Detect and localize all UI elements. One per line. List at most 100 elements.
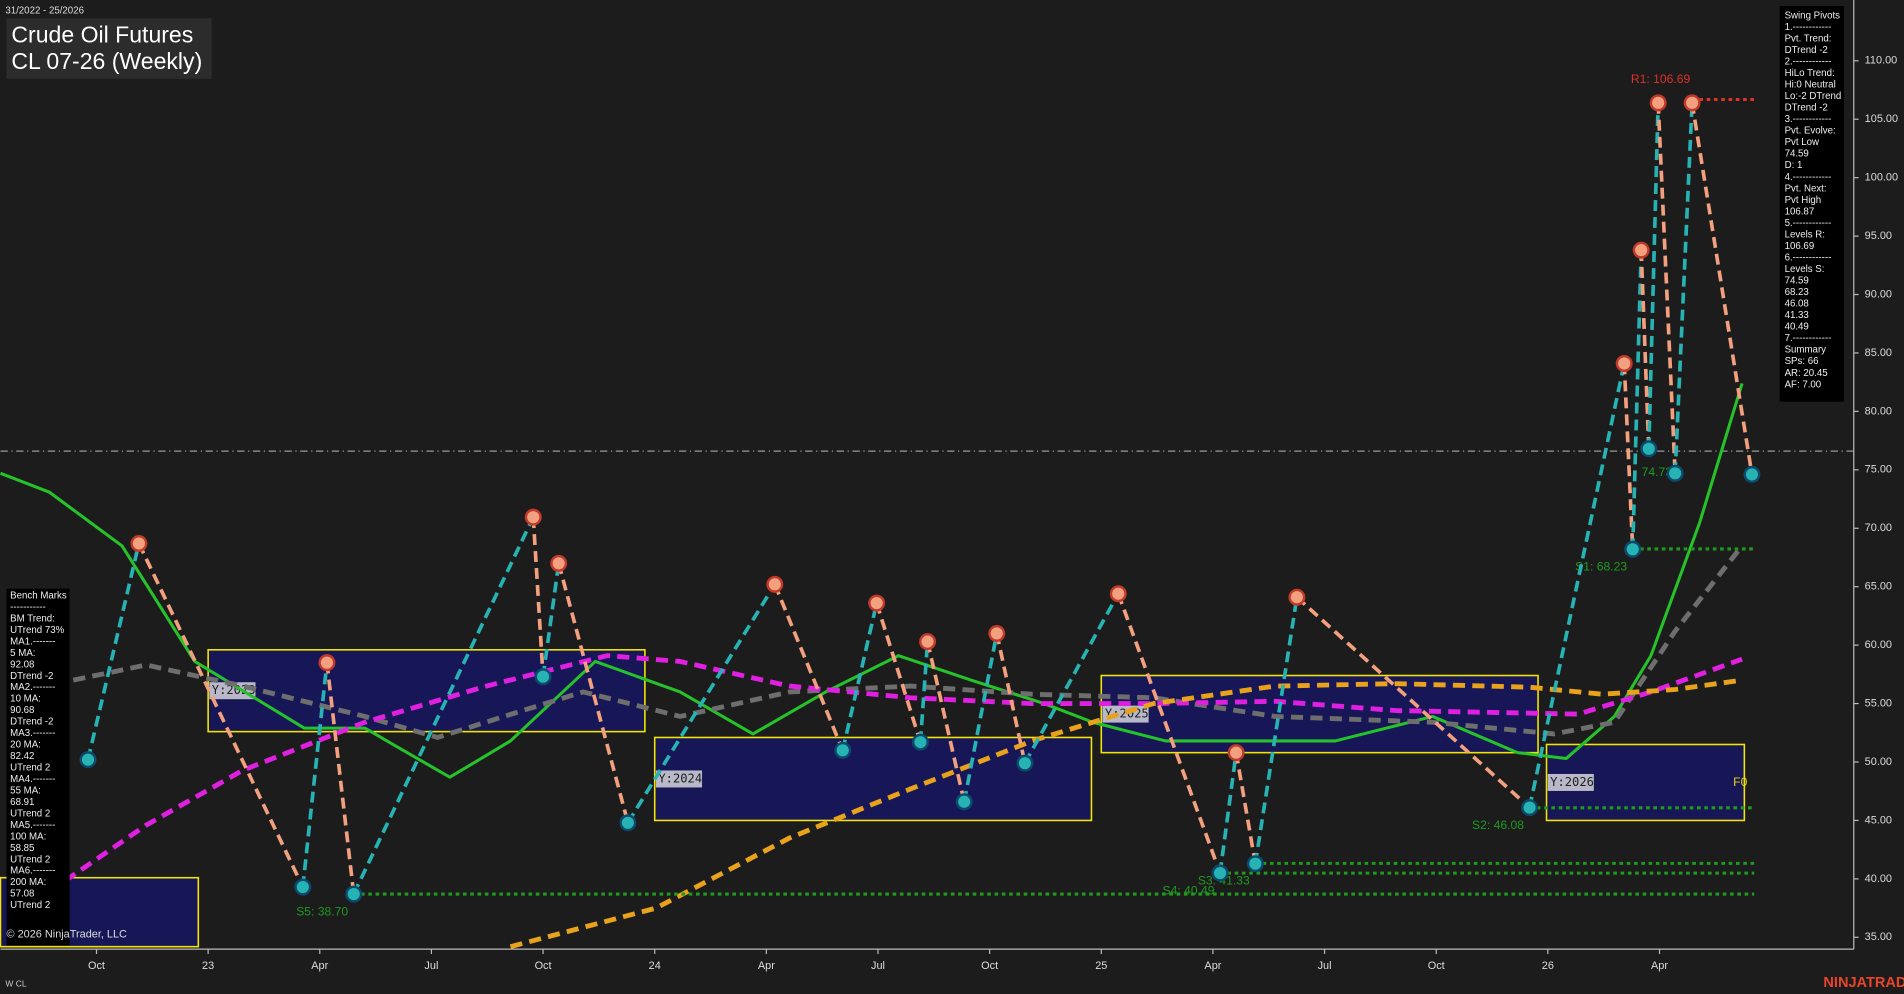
x-tick-label: 25 [1095,960,1107,972]
pivot-low [1211,864,1229,882]
swing-segment [1234,752,1258,864]
panel-line: SPs: 66 [1785,356,1819,367]
panel-line: 40.49 [1785,322,1809,333]
swing-segment [840,602,879,751]
y-tick-label: 45.00 [1865,814,1892,826]
pivot-high [524,508,542,526]
pivot-low [834,741,852,759]
panel-line: UTrend 2 [10,900,50,911]
panel-line: AR: 20.45 [1785,368,1828,379]
level-label: S5: 38.70 [296,904,348,918]
y-tick-label: 75.00 [1865,464,1892,476]
panel-line: 68.91 [10,797,34,808]
swing-segment [1218,752,1238,874]
x-tick-label: Jul [871,960,885,972]
panel-line: 57.08 [10,889,34,900]
panel-line: MA2.------- [10,682,55,693]
year-box [207,649,646,733]
pivot-low [1666,464,1684,482]
pivot-high [1632,241,1650,259]
swing-segment [1690,102,1754,475]
copyright: © 2026 NinjaTrader, LLC [7,928,128,940]
y-tick-label: 70.00 [1865,522,1892,534]
panel-line: Hi:0 Neutral [1785,80,1836,91]
panel-line: 4.------------ [1785,172,1832,183]
panel-line: Summary [1785,345,1827,356]
pivot-high [1288,588,1306,606]
x-tick-label: Jul [424,960,438,972]
swing-segment [1656,102,1677,474]
panel-line: DTrend -2 [10,671,53,682]
swing-segment [1673,102,1694,474]
panel-line: Pvt. Next: [1785,183,1827,194]
pivot-high [1683,94,1701,112]
panel-line: UTrend 2 [10,854,50,865]
pivot-high [868,594,886,612]
pivot-high [1615,354,1633,372]
swing-panel [1779,6,1845,402]
panel-line: DTrend -2 [1785,45,1828,56]
bench-panel [6,588,70,946]
swing-segment [1646,102,1660,449]
ma-line [509,677,1743,950]
panel-line: DTrend -2 [1785,103,1828,114]
pivot-low [1016,754,1034,772]
ma-line [72,544,1745,740]
panel-line: 2.------------ [1785,56,1832,67]
y-tick-label: 60.00 [1865,639,1892,651]
x-tick-label: Apr [758,960,775,972]
swing-segment [137,542,305,888]
ma-line [47,653,1743,894]
panel-line: MA5.------- [10,820,55,831]
panel-line: Swing Pivots [1785,10,1841,21]
panel-line: Bench Marks [10,590,67,601]
y-tick-label: 50.00 [1865,756,1892,768]
swing-segment [1622,363,1635,550]
x-tick-label: Apr [311,960,328,972]
x-tick-label: 24 [649,960,661,972]
pivot-low [294,878,312,896]
swing-segment [531,517,545,677]
year-label-bg [1547,773,1594,791]
y-tick-label: 110.00 [1865,55,1898,67]
brand: NINJATRADER [1823,975,1904,991]
panel-line: 10 MA: [10,694,41,705]
pivot-high [919,633,937,651]
panel-line: 200 MA: [10,877,46,888]
panel-line: Lo:-2 DTrend [1785,91,1842,102]
level-label: S3: 41.33 [1198,874,1250,888]
level-label: S2: 46.08 [1472,818,1524,832]
swing-segment [874,602,923,743]
panel-line: Pvt High [1785,195,1822,206]
annotation: F0 [1733,775,1747,789]
chart-title: Crude Oil Futures [11,22,193,48]
panel-line: 92.08 [10,659,34,670]
swing-segment [541,563,561,677]
swing-segment [1253,596,1299,864]
pivot-high [1227,744,1245,762]
panel-line: 20 MA: [10,740,41,751]
panel-line: MA6.------- [10,866,55,877]
date-range: 31/2022 - 25/2026 [5,5,84,16]
pivot-low [955,793,973,811]
panel-line: D: 1 [1785,160,1803,171]
year-label-bg [655,770,703,788]
swing-segment [925,641,966,803]
x-tick-label: Oct [535,960,552,972]
panel-line: UTrend 2 [10,763,50,774]
panel-line: 74.59 [1785,149,1809,160]
pivot-high [766,575,784,593]
panel-line: 46.08 [1785,299,1809,310]
level-label: R1: 106.69 [1631,72,1691,86]
year-label: Y:2026 [1550,775,1594,789]
panel-line: BM Trend: [10,613,55,624]
panel-line: 74.59 [1785,276,1809,287]
pivot-low [1246,855,1264,873]
swing-segment [626,583,777,824]
pivot-low [1624,540,1642,558]
panel-line: Pvt. Evolve: [1785,126,1836,137]
panel-line: HiLo Trend: [1785,68,1835,79]
